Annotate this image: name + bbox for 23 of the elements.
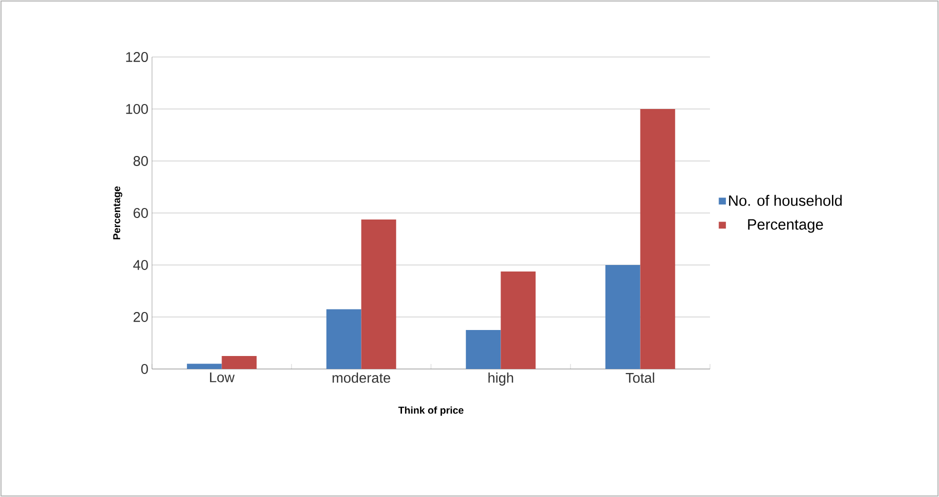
y-tick-label: 60 [134, 208, 148, 218]
y-tick-label: 20 [134, 312, 148, 322]
y-tick-label: 100 [126, 104, 148, 114]
legend-label: Percentage [748, 219, 823, 233]
y-tick-label: 0 [141, 364, 148, 374]
bar [466, 330, 501, 369]
legend-label: No. of household [729, 194, 842, 206]
x-tick-label: Total [626, 372, 654, 383]
y-axis-title: Percentage [113, 186, 122, 240]
bar [640, 109, 676, 369]
bar [186, 364, 222, 369]
bar [222, 356, 257, 369]
bar [326, 309, 362, 369]
y-tick-label: 80 [134, 156, 148, 166]
x-tick-label: high [488, 372, 514, 386]
x-axis-title: Think of price [398, 406, 464, 416]
y-tick-label: 120 [126, 52, 148, 62]
x-tick-label: Low [210, 372, 235, 382]
x-tick-label: moderate [332, 372, 390, 383]
bar [500, 271, 536, 369]
bar [361, 219, 396, 369]
y-tick-label: 40 [133, 260, 148, 270]
bar [605, 264, 640, 369]
